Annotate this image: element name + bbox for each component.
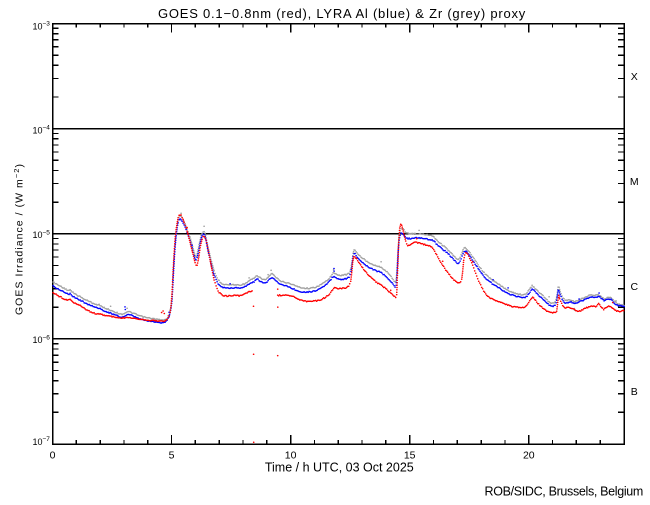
svg-text:10: 10 — [285, 449, 297, 461]
svg-text:0: 0 — [50, 449, 56, 461]
svg-text:Time / h UTC, 03 Oct 2025: Time / h UTC, 03 Oct 2025 — [265, 461, 414, 475]
svg-text:10: 10 — [32, 230, 42, 240]
svg-text:GOES Irradiance / (W m−2): GOES Irradiance / (W m−2) — [12, 163, 26, 315]
svg-text:B: B — [631, 386, 638, 398]
svg-text:GOES 0.1−0.8nm (red), LYRA Al: GOES 0.1−0.8nm (red), LYRA Al (blue) & Z… — [158, 6, 526, 21]
svg-text:−6: −6 — [43, 334, 51, 341]
svg-text:ROB/SIDC, Brussels, Belgium: ROB/SIDC, Brussels, Belgium — [485, 485, 644, 499]
svg-text:5: 5 — [169, 449, 175, 461]
svg-text:20: 20 — [523, 449, 535, 461]
svg-text:10: 10 — [32, 125, 42, 135]
svg-text:15: 15 — [404, 449, 416, 461]
svg-text:X: X — [631, 71, 638, 83]
svg-text:M: M — [630, 176, 639, 188]
svg-text:C: C — [631, 281, 639, 293]
svg-text:−4: −4 — [43, 125, 51, 132]
svg-text:−7: −7 — [43, 436, 51, 443]
svg-text:10: 10 — [32, 437, 42, 447]
svg-text:−3: −3 — [43, 21, 51, 28]
svg-text:10: 10 — [32, 335, 42, 345]
svg-text:−5: −5 — [43, 229, 51, 236]
svg-text:10: 10 — [32, 22, 42, 32]
